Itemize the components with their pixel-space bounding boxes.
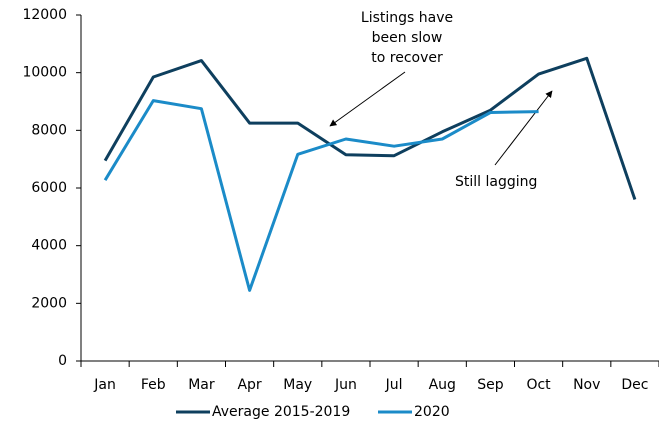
x-tick-label: May bbox=[283, 377, 312, 393]
x-tick-label: Apr bbox=[237, 377, 261, 393]
x-tick-label: Aug bbox=[429, 377, 456, 393]
y-tick-label: 12000 bbox=[22, 7, 67, 23]
x-tick-label: Nov bbox=[573, 377, 600, 393]
y-tick-label: 0 bbox=[58, 353, 67, 369]
x-tick-label: Oct bbox=[526, 377, 551, 393]
annotation-arrow bbox=[494, 90, 553, 166]
x-tick-label: Mar bbox=[188, 377, 215, 393]
x-tick-label: Jun bbox=[334, 377, 357, 393]
series-line bbox=[103, 56, 637, 200]
y-tick-label: 6000 bbox=[31, 180, 67, 196]
y-tick-label: 4000 bbox=[31, 238, 67, 254]
x-tick-label: Sep bbox=[477, 377, 504, 393]
y-tick-label: 8000 bbox=[31, 122, 67, 138]
x-tick-label: Dec bbox=[621, 377, 648, 393]
x-tick-label: Feb bbox=[141, 377, 166, 393]
annotation: Listings have bbox=[361, 10, 453, 26]
legend-label: Average 2015-2019 bbox=[212, 404, 350, 420]
x-tick-label: Jul bbox=[385, 377, 403, 393]
annotation-arrow bbox=[329, 71, 406, 127]
annotation: been slow bbox=[372, 30, 443, 46]
series-line bbox=[103, 99, 539, 292]
x-tick-label: Jan bbox=[93, 377, 116, 393]
y-tick-label: 10000 bbox=[22, 65, 67, 81]
y-tick-label: 2000 bbox=[31, 295, 67, 311]
legend-label: 2020 bbox=[414, 404, 450, 420]
annotation: Still lagging bbox=[455, 174, 537, 190]
annotation: to recover bbox=[371, 50, 443, 66]
